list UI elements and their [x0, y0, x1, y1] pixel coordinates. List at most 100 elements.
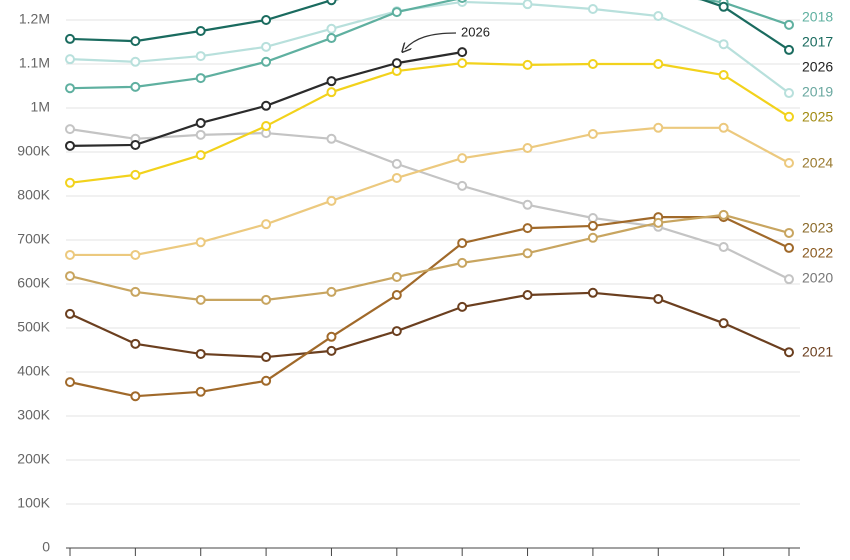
point — [457, 180, 468, 191]
point — [457, 47, 468, 58]
point — [784, 88, 794, 99]
point — [65, 54, 75, 65]
annotation-arrow — [405, 32, 457, 49]
point — [522, 143, 533, 154]
point — [65, 249, 75, 260]
point — [718, 209, 729, 220]
point — [718, 70, 729, 80]
series-label: 2020 — [802, 270, 833, 286]
point — [784, 347, 794, 358]
point — [784, 44, 794, 55]
y-tick-label: 500K — [17, 319, 50, 335]
point — [587, 4, 598, 14]
point — [65, 308, 75, 319]
y-tick-label: 1M — [31, 99, 50, 115]
grid: 0 100K 200K 300K 400K 500K 600K 700K 800K 900K 1M 1… — [17, 11, 800, 556]
point — [261, 352, 272, 363]
y-tick-label: 400K — [17, 363, 50, 379]
point — [391, 172, 402, 183]
point — [195, 237, 206, 248]
point — [653, 59, 664, 69]
point — [65, 177, 75, 188]
point — [391, 7, 402, 18]
series-label: 2026 — [802, 59, 833, 75]
point — [457, 58, 468, 69]
point — [195, 117, 206, 128]
point — [391, 326, 402, 337]
point — [522, 199, 533, 210]
y-tick-label: 700K — [17, 231, 50, 247]
series-label: 2023 — [802, 220, 833, 236]
point — [261, 100, 272, 111]
series-line — [69, 0, 790, 90]
point — [130, 169, 141, 180]
point — [784, 227, 794, 238]
series-line — [70, 126, 790, 257]
point — [587, 287, 598, 298]
point — [457, 153, 468, 164]
y-tick-label: 1.2M — [19, 11, 50, 27]
point — [326, 345, 337, 356]
point — [65, 140, 75, 151]
point — [391, 58, 402, 69]
point — [653, 217, 664, 228]
point — [587, 232, 598, 243]
point — [130, 36, 141, 47]
point — [65, 377, 75, 388]
series-label: 2022 — [802, 245, 833, 261]
point — [65, 33, 75, 44]
lines — [65, 0, 794, 402]
point — [718, 242, 729, 253]
point — [457, 257, 468, 268]
series-line — [69, 291, 790, 359]
point — [391, 66, 402, 77]
point — [587, 220, 598, 231]
series-label: 2025 — [802, 109, 833, 125]
point — [784, 158, 794, 168]
y-tick-label: 600K — [17, 275, 50, 291]
point — [326, 195, 337, 206]
point — [195, 386, 206, 397]
point — [784, 242, 794, 253]
point — [195, 348, 206, 359]
point — [522, 59, 533, 70]
point — [65, 271, 75, 282]
point — [195, 129, 206, 140]
point — [326, 33, 337, 44]
point — [326, 286, 337, 297]
point — [653, 11, 664, 22]
y-tick-label: 800K — [17, 187, 50, 203]
point — [261, 56, 272, 67]
point — [326, 87, 337, 98]
point — [326, 331, 337, 342]
point — [130, 56, 141, 67]
point — [130, 81, 141, 92]
point — [130, 391, 141, 402]
point — [261, 41, 272, 52]
y-tick-label: 200K — [17, 451, 50, 467]
point — [522, 223, 533, 234]
y-tick-label: 1.1M — [19, 55, 50, 71]
point — [784, 19, 794, 30]
point — [522, 248, 533, 259]
point — [261, 219, 272, 230]
y-tick-label: 900K — [17, 143, 50, 159]
series-label: 2019 — [802, 84, 833, 100]
point — [130, 139, 141, 150]
y-tick-label: 0 — [42, 539, 50, 555]
series-line — [69, 0, 790, 51]
point — [587, 128, 598, 139]
series-line — [69, 213, 790, 301]
point — [326, 133, 337, 144]
point — [261, 375, 272, 386]
point — [587, 59, 598, 69]
series-line — [69, 0, 790, 94]
point — [784, 274, 794, 285]
series-label: 2018 — [802, 9, 833, 25]
point — [457, 301, 468, 312]
point — [261, 294, 272, 305]
point — [457, 238, 468, 249]
point — [326, 0, 337, 6]
point — [65, 124, 75, 135]
